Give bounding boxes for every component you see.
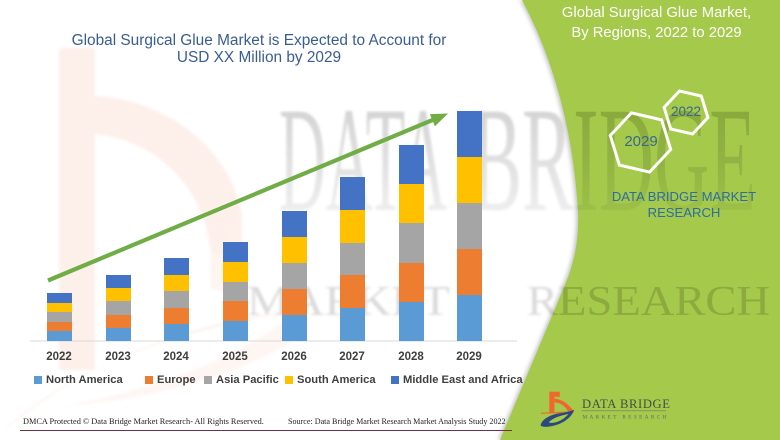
svg-text:MARKET RESEARCH: MARKET RESEARCH: [583, 415, 669, 421]
svg-text:DATA BRIDGE: DATA BRIDGE: [582, 397, 671, 411]
svg-text:RESEARCH: RESEARCH: [527, 279, 770, 325]
